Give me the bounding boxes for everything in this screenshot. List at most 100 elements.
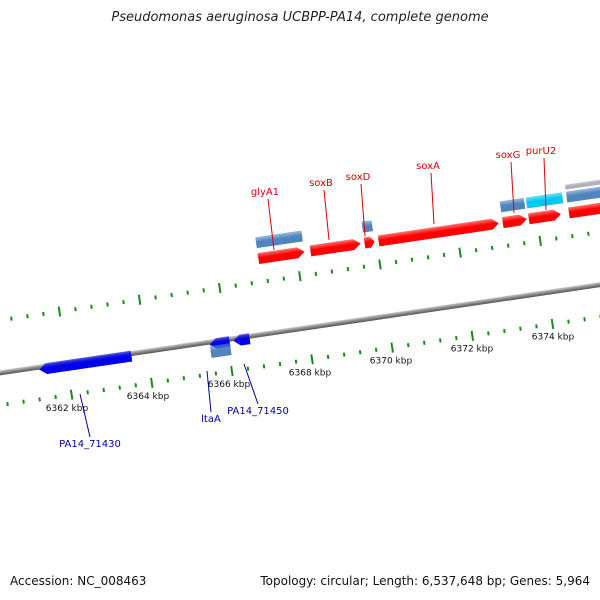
forward-forward-gene-feature[interactable] xyxy=(0,291,1,305)
forward-tick-track xyxy=(10,231,590,321)
backbone xyxy=(0,267,600,383)
forward-tick xyxy=(506,243,510,248)
map-title: Pseudomonas aeruginosa UCBPP-PA14, compl… xyxy=(111,10,489,25)
gene-label-soxb[interactable]: soxB xyxy=(309,178,333,189)
reverse-tick-track xyxy=(6,314,600,407)
reverse-tick xyxy=(487,331,490,336)
gene-label-ltaa[interactable]: ltaA xyxy=(201,414,221,425)
reverse-tick xyxy=(455,335,458,341)
reverse-tick xyxy=(439,338,442,343)
forward-tick xyxy=(587,231,590,236)
forward-tick xyxy=(154,295,157,300)
reverse-tick xyxy=(310,354,314,365)
forward-forward-gene-feature[interactable] xyxy=(501,214,528,229)
reverse-tick xyxy=(69,389,74,400)
forward-forward-rna-feature[interactable] xyxy=(565,185,600,203)
callout-line xyxy=(243,363,259,405)
forward-forward-gene-feature[interactable] xyxy=(528,209,562,225)
callout-line xyxy=(360,183,366,237)
forward-forward-gene-feature[interactable] xyxy=(377,218,500,247)
forward-tick xyxy=(298,271,302,282)
forward-tick xyxy=(234,283,238,288)
forward-tick xyxy=(282,276,286,281)
reverse-reverse-rna-feature[interactable] xyxy=(209,343,232,358)
callout-line xyxy=(206,370,212,413)
reverse-tick xyxy=(535,324,538,329)
gene-label-soxd[interactable]: soxD xyxy=(346,172,371,183)
genome-summary: Topology: circular; Length: 6,537,648 bp… xyxy=(260,574,590,588)
forward-forward-gene-feature[interactable] xyxy=(568,201,600,219)
forward-tick xyxy=(137,294,142,305)
forward-tick xyxy=(378,259,382,270)
reverse-tick xyxy=(519,326,522,331)
reverse-tick xyxy=(583,317,586,322)
reverse-tick xyxy=(86,390,89,395)
forward-forward-rna-feature[interactable] xyxy=(361,220,374,233)
forward-tick xyxy=(217,282,222,294)
reverse-tick xyxy=(246,366,250,371)
forward-forward-rna-feature[interactable] xyxy=(499,197,526,213)
tick-label: 6362 kbp xyxy=(46,404,89,414)
reverse-reverse-gene-feature[interactable] xyxy=(39,350,133,375)
forward-forward-gene-feature[interactable] xyxy=(309,238,362,257)
forward-tick xyxy=(202,288,205,293)
forward-tick xyxy=(474,248,478,253)
forward-tick xyxy=(10,316,13,321)
reverse-reverse-gene-feature[interactable] xyxy=(233,333,251,346)
forward-tick xyxy=(122,300,125,305)
callout-line xyxy=(430,172,435,225)
reverse-tick xyxy=(54,394,57,400)
callout-line xyxy=(79,393,91,438)
gene-label-pa14_71430[interactable]: PA14_71430 xyxy=(59,439,121,450)
reverse-tick xyxy=(134,383,138,388)
reverse-tick xyxy=(406,343,410,348)
gene-label-puru2[interactable]: purU2 xyxy=(526,146,556,157)
reverse-tick xyxy=(198,373,202,378)
reverse-tick xyxy=(358,350,362,355)
forward-tick xyxy=(266,278,270,284)
forward-other-feature[interactable] xyxy=(564,178,600,190)
forward-tick xyxy=(57,306,62,317)
forward-tick xyxy=(426,255,430,260)
forward-tick xyxy=(26,314,29,319)
gene-label-pa14_71450[interactable]: PA14_71450 xyxy=(227,406,289,417)
gene-label-soxg[interactable]: soxG xyxy=(496,150,521,161)
forward-tick xyxy=(555,236,558,241)
forward-tick xyxy=(346,267,350,272)
reverse-tick xyxy=(326,354,330,360)
gene-label-glya1[interactable]: glyA1 xyxy=(251,187,279,198)
forward-tick xyxy=(170,292,173,298)
reverse-tick xyxy=(342,352,346,357)
reverse-tick xyxy=(150,377,154,388)
tick-label: 6370 kbp xyxy=(370,356,413,366)
reverse-tick xyxy=(390,342,394,353)
forward-tick xyxy=(74,307,77,312)
accession-label: Accession: NC_008463 xyxy=(10,574,147,588)
reverse-tick xyxy=(214,371,218,376)
forward-tick xyxy=(186,290,189,295)
forward-tick xyxy=(250,281,254,286)
forward-tick xyxy=(490,245,494,251)
forward-tick xyxy=(394,259,398,265)
reverse-tick xyxy=(102,387,105,393)
reverse-tick xyxy=(550,318,555,330)
reverse-tick xyxy=(182,376,186,381)
forward-forward-gene-feature[interactable] xyxy=(363,236,376,249)
callout-line xyxy=(510,161,515,214)
backbone-line xyxy=(0,267,600,383)
forward-pseudo-feature[interactable] xyxy=(525,192,564,209)
tick-label: 6364 kbp xyxy=(127,392,170,402)
gene-label-soxa[interactable]: soxA xyxy=(416,161,440,172)
forward-forward-gene-feature[interactable] xyxy=(257,246,306,264)
forward-tick xyxy=(571,234,574,239)
gene-callouts: glyA1 soxB soxD soxA soxG purU2 PA14_71430 ltaA… xyxy=(59,146,556,450)
forward-tick xyxy=(42,311,45,317)
forward-tick xyxy=(362,264,366,269)
reverse-tick xyxy=(278,361,282,367)
callout-line xyxy=(267,198,275,251)
forward-tick xyxy=(458,247,462,258)
reverse-tick xyxy=(118,385,122,390)
forward-tick xyxy=(90,304,93,309)
forward-forward-rna-feature[interactable] xyxy=(255,230,303,249)
